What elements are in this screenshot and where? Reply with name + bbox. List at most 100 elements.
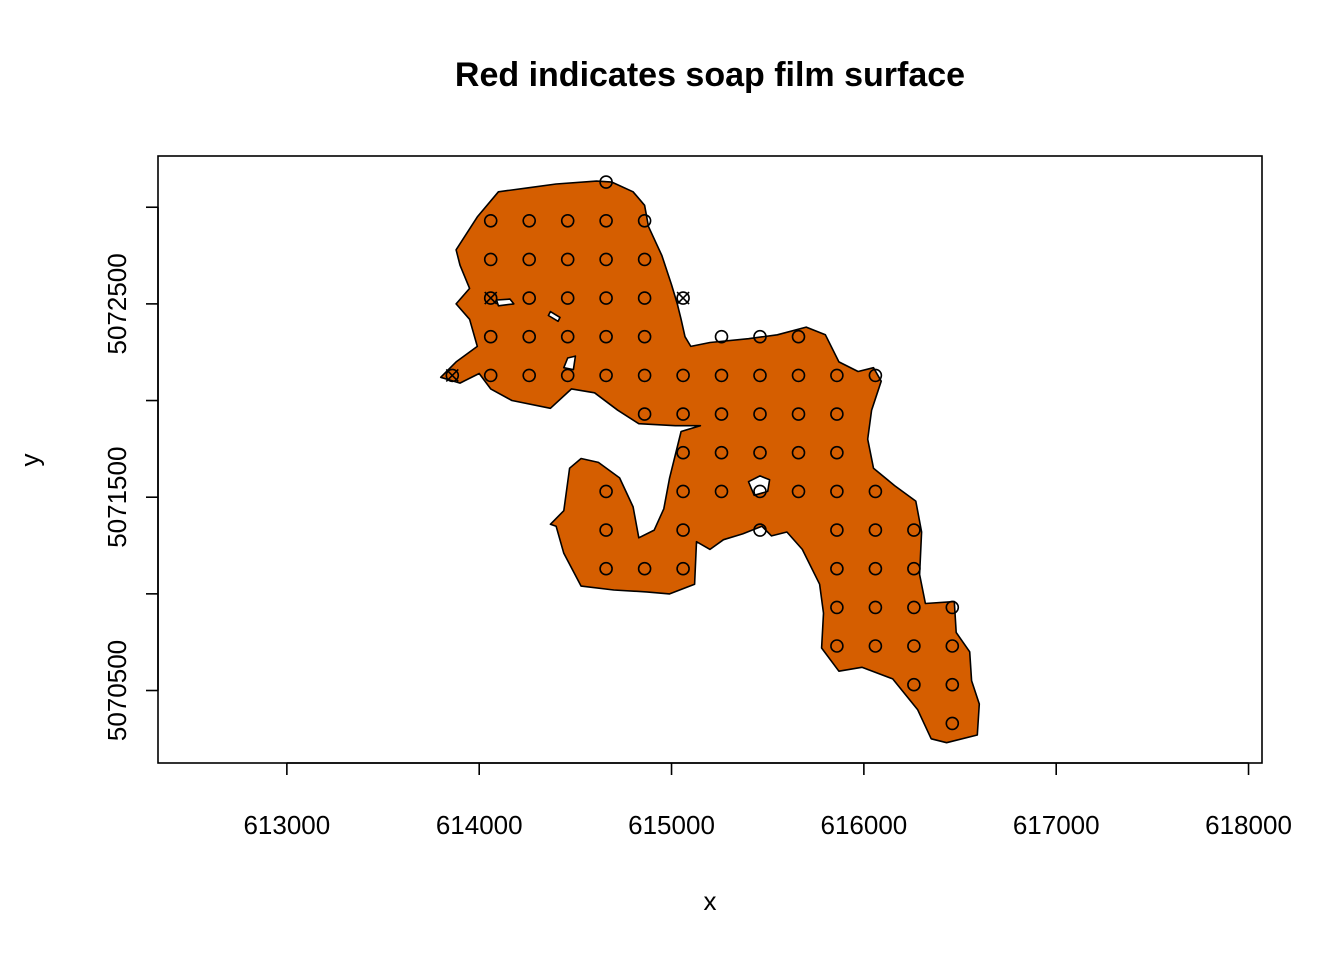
knot-point	[637, 407, 652, 421]
knot-points-layer	[445, 175, 960, 731]
knot-point	[753, 368, 767, 383]
knot-point	[868, 600, 883, 615]
knot-point	[637, 214, 652, 228]
knot-point	[791, 407, 806, 421]
knot-point	[483, 214, 498, 228]
knot-point	[868, 484, 883, 499]
knot-point	[714, 407, 729, 421]
knot-point	[483, 329, 498, 344]
knot-point	[907, 523, 921, 537]
knot-point	[868, 561, 883, 576]
knot-point	[483, 368, 498, 383]
knot-point	[599, 252, 613, 267]
excluded-point-marker	[445, 368, 459, 382]
soap-film-region	[439, 180, 981, 744]
knot-point	[560, 291, 575, 305]
knot-point	[560, 252, 575, 267]
knot-point	[522, 368, 537, 383]
knot-point	[830, 484, 844, 499]
knot-point	[714, 368, 729, 383]
knot-point	[753, 407, 767, 421]
knot-point	[483, 291, 498, 305]
knot-point	[868, 368, 883, 383]
knot-point	[637, 368, 652, 383]
knot-point	[599, 329, 613, 344]
knot-point	[599, 561, 613, 576]
knot-point	[830, 445, 844, 460]
excluded-point-marker	[484, 291, 498, 305]
knot-point	[445, 368, 460, 383]
knot-point	[599, 368, 613, 383]
knot-point	[560, 214, 575, 228]
x-axis-label: x	[703, 886, 717, 916]
x-tick-label: 618000	[1205, 810, 1292, 840]
excluded-point-marker	[676, 291, 690, 305]
knot-point	[945, 716, 960, 731]
knot-point	[868, 523, 883, 537]
y-axis-label: y	[14, 453, 45, 467]
knot-point	[714, 484, 729, 499]
y-tick-label: 5070500	[102, 640, 132, 741]
knot-point	[791, 368, 806, 383]
knot-point	[522, 329, 537, 344]
y-axis: 5070500 5071500 5072500	[102, 206, 159, 741]
knot-point	[637, 291, 652, 305]
knot-point	[676, 484, 690, 499]
x-axis: 613000 614000 615000 616000 617000 618000	[243, 762, 1292, 840]
knot-point	[907, 561, 921, 576]
knot-point	[522, 252, 537, 267]
knot-point	[791, 484, 806, 499]
knot-point	[676, 523, 690, 537]
knot-point	[753, 329, 767, 344]
knot-point	[830, 639, 844, 653]
knot-point	[637, 561, 652, 576]
knot-point	[599, 214, 613, 228]
y-tick-label: 5072500	[102, 253, 132, 354]
knot-point	[676, 561, 690, 576]
x-tick-label: 616000	[820, 810, 907, 840]
knot-point	[483, 252, 498, 267]
x-tick-label: 614000	[436, 810, 523, 840]
knot-point	[560, 368, 575, 383]
knot-point	[753, 484, 767, 499]
knot-point	[637, 252, 652, 267]
knot-point	[830, 600, 844, 615]
knot-point	[637, 329, 652, 344]
knot-point	[599, 175, 613, 189]
knot-point	[945, 639, 960, 653]
x-tick-label: 613000	[243, 810, 330, 840]
knot-point	[907, 639, 921, 653]
x-tick-label: 615000	[628, 810, 715, 840]
knot-point	[753, 523, 767, 537]
knot-point	[753, 445, 767, 460]
knot-point	[676, 368, 690, 383]
knot-point	[522, 214, 537, 228]
knot-point	[676, 291, 690, 305]
knot-point	[945, 600, 960, 615]
y-tick-label: 5071500	[102, 447, 132, 548]
knot-point	[830, 523, 844, 537]
knot-point	[599, 523, 613, 537]
knot-point	[830, 407, 844, 421]
knot-point	[560, 329, 575, 344]
knot-point	[945, 677, 960, 692]
knot-point	[907, 677, 921, 692]
knot-point	[676, 445, 690, 460]
soap-film-surface-layer	[439, 180, 981, 744]
knot-point	[599, 484, 613, 499]
knot-point	[907, 600, 921, 615]
chart-title: Red indicates soap film surface	[454, 56, 966, 94]
knot-point	[676, 407, 690, 421]
knot-point	[868, 639, 883, 653]
knot-point	[791, 329, 806, 344]
knot-point	[830, 561, 844, 576]
knot-point	[830, 368, 844, 383]
knot-point	[791, 445, 806, 460]
knot-point	[714, 329, 729, 344]
x-tick-label: 617000	[1013, 810, 1100, 840]
knot-point	[599, 291, 613, 305]
knot-point	[522, 291, 537, 305]
knot-point	[714, 445, 729, 460]
